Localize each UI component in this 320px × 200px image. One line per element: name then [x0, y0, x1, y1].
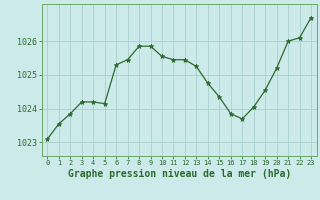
X-axis label: Graphe pression niveau de la mer (hPa): Graphe pression niveau de la mer (hPa)	[68, 169, 291, 179]
